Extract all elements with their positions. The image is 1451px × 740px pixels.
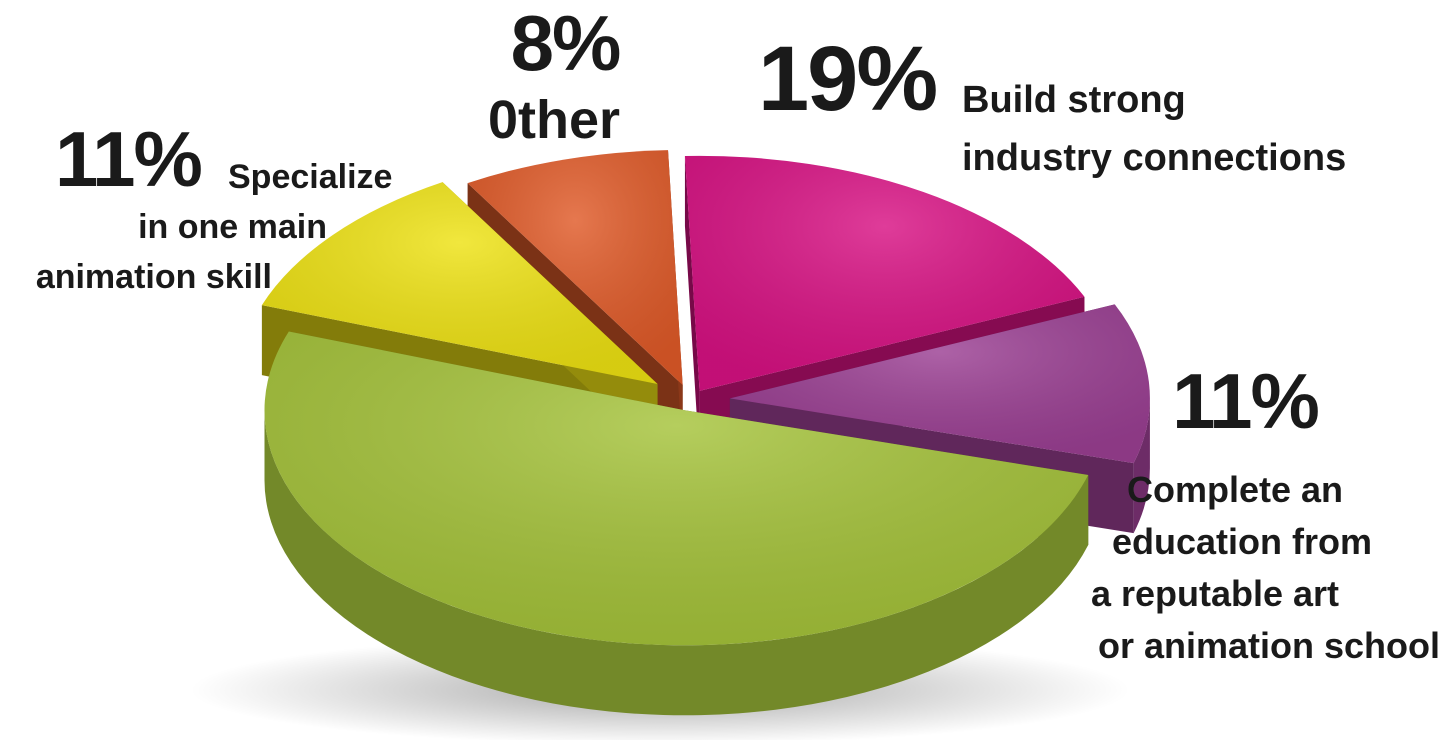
- education-percent: 11%: [1172, 357, 1318, 445]
- slice-rim: [264, 410, 1089, 716]
- education-label-line4: or animation school: [1098, 625, 1440, 666]
- industry-percent: 19%: [758, 28, 936, 130]
- slice-rim: [1133, 398, 1150, 534]
- label-specialize: 11% Specialize in one main animation ski…: [36, 115, 393, 296]
- slice-cut-face: [684, 156, 700, 461]
- education-label-line1: Complete an: [1127, 469, 1343, 510]
- slice-gloss: [264, 331, 1089, 646]
- label-education: 11% Complete an education from a reputab…: [1091, 357, 1440, 666]
- label-other: 8% 0ther: [488, 0, 622, 150]
- pie-slices: [261, 150, 1150, 716]
- industry-label-line2: industry connections: [962, 137, 1346, 179]
- other-percent: 8%: [511, 0, 620, 87]
- specialize-percent: 11%: [55, 115, 201, 203]
- education-label-line3: a reputable art: [1091, 573, 1339, 614]
- education-label-line2: education from: [1112, 521, 1372, 562]
- specialize-label-line3: animation skill: [36, 258, 272, 296]
- slice-gloss: [467, 150, 683, 386]
- other-label-line1: 0ther: [488, 90, 620, 150]
- slice-gloss: [684, 155, 1085, 391]
- slice-gloss: [261, 182, 658, 385]
- slice-gloss: [729, 304, 1150, 464]
- label-industry: 19% Build strong industry connections: [758, 28, 1346, 179]
- specialize-label-line2: in one main: [138, 208, 327, 246]
- industry-label-line1: Build strong: [962, 79, 1186, 121]
- slice-main: [264, 331, 1089, 716]
- specialize-label-line1: Specialize: [228, 158, 392, 196]
